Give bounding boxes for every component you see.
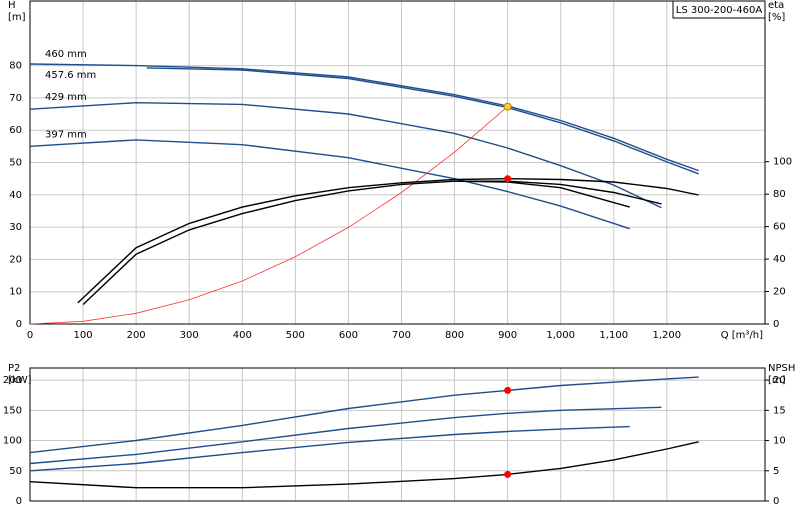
y-tick-label: 30 [9, 222, 22, 233]
x-axis-label: Q [m³/h] [721, 330, 763, 341]
y2-tick-label: 0 [773, 319, 779, 330]
y2-axis-label: NPSH [768, 363, 795, 374]
duty-point [504, 386, 512, 394]
y2-tick-label: 40 [773, 254, 786, 265]
y2-tick-label: 60 [773, 222, 786, 233]
x-tick-label: 300 [180, 330, 199, 341]
x-tick-label: 900 [498, 330, 517, 341]
y2-tick-label: 10 [773, 436, 786, 447]
x-tick-label: 1,100 [599, 330, 628, 341]
y-axis-label: H [8, 0, 16, 11]
x-tick-label: 1,200 [653, 330, 682, 341]
y-tick-label: 70 [9, 93, 22, 104]
model-box [672, 0, 766, 19]
curve [29, 101, 662, 209]
duty-point [504, 175, 512, 183]
x-tick-label: 700 [392, 330, 411, 341]
y-tick-label: 40 [9, 190, 22, 201]
curve [77, 177, 699, 304]
y-tick-label: 60 [9, 125, 22, 136]
plot-frame [29, 0, 766, 325]
y2-tick-label: 20 [773, 287, 786, 298]
curve-label: 429 mm [45, 92, 87, 103]
y2-tick-label: 15 [773, 405, 786, 416]
y-tick-label: 50 [9, 466, 22, 477]
y2-tick-label: 0 [773, 496, 779, 507]
y-tick-label: 50 [9, 158, 22, 169]
curve [82, 180, 662, 306]
x-tick-label: 0 [27, 330, 33, 341]
x-tick-label: 500 [286, 330, 305, 341]
y2-tick-label: 20 [773, 375, 786, 386]
y-axis-label: P2 [8, 363, 20, 374]
y2-tick-label: 100 [773, 157, 792, 168]
y-tick-label: 20 [9, 254, 22, 265]
curve-label: 460 mm [45, 49, 87, 60]
y2-tick-label: 80 [773, 189, 786, 200]
x-tick-label: 600 [339, 330, 358, 341]
x-tick-label: 100 [74, 330, 93, 341]
y2-axis-unit: [m] [768, 375, 786, 386]
y-axis-unit: [kW] [8, 375, 32, 386]
curve-label: 397 mm [45, 129, 87, 140]
y-tick-label: 10 [9, 287, 22, 298]
y-tick-label: 150 [3, 405, 22, 416]
y-tick-label: 80 [9, 61, 22, 72]
x-tick-label: 200 [127, 330, 146, 341]
y-tick-label: 0 [16, 319, 22, 330]
y-tick-label: 200 [3, 375, 22, 386]
model-label: LS 300-200-460A [676, 5, 763, 16]
y2-tick-label: 5 [773, 466, 779, 477]
x-tick-label: 800 [445, 330, 464, 341]
x-tick-label: 1,000 [546, 330, 575, 341]
y2-axis-unit: [%] [768, 12, 785, 23]
curve [29, 425, 630, 472]
duty-point [504, 470, 512, 478]
curve [29, 376, 699, 454]
x-tick-label: 400 [233, 330, 252, 341]
duty-point [503, 102, 512, 111]
y-tick-label: 0 [16, 496, 22, 507]
curve [29, 441, 699, 489]
curve [29, 406, 662, 465]
curve-label: 457.6 mm [45, 70, 96, 81]
curve [29, 139, 630, 230]
curve [29, 106, 508, 325]
curve [29, 63, 699, 172]
plot-frame [29, 367, 766, 502]
curve [454, 180, 630, 208]
y2-axis-label: eta [768, 0, 784, 11]
y-axis-unit: [m] [8, 12, 26, 23]
y-tick-label: 100 [3, 436, 22, 447]
